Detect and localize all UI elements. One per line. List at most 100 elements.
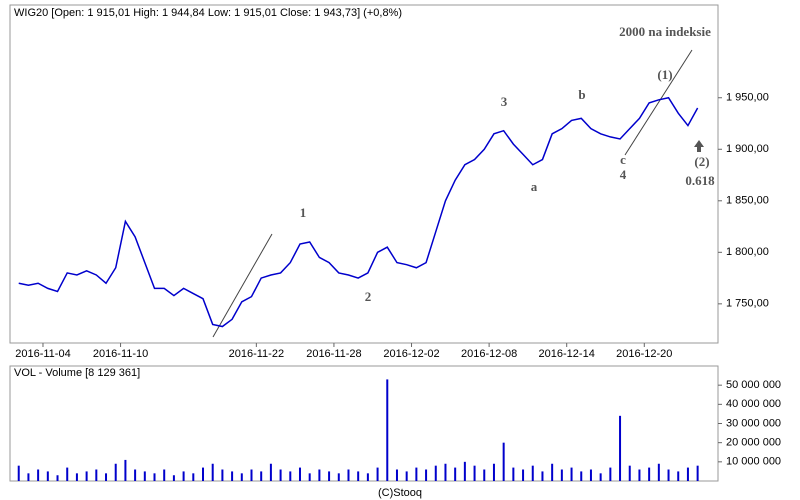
volume-frame [9,365,719,482]
y-tick-label: 50 000 000 [726,379,781,391]
volume-bar [667,469,670,481]
y-tick-label: 30 000 000 [726,417,781,429]
x-tick-label: 2016-12-14 [539,348,595,360]
volume-bar [269,463,272,481]
volume-bar [483,469,486,481]
volume-bar [415,467,418,481]
volume-bar [531,465,534,481]
annotation: 2000 na indeksie [619,24,711,39]
volume-bar [318,469,321,481]
trend-line [212,233,273,338]
annotation: 3 [501,94,508,109]
annotation: a [531,179,538,194]
volume-bar [143,471,146,481]
price-line [18,96,699,328]
y-tick-label: 40 000 000 [726,398,781,410]
volume-bar [444,463,447,481]
x-tick-label: 2016-11-10 [93,348,148,360]
y-tick-label: 1 800,00 [726,246,769,258]
volume-bar [124,459,127,481]
volume-bar [434,465,437,481]
volume-bar [502,442,505,481]
volume-title: VOL - Volume [8 129 361] [14,367,140,379]
volume-bar [163,469,166,481]
volume-bar [347,469,350,481]
volume-bar [75,473,78,481]
volume-bar [240,473,243,481]
volume-bar [648,467,651,481]
volume-bar [105,473,108,481]
volume-bar [85,471,88,481]
volume-bar [17,465,20,481]
volume-bar [27,473,30,481]
volume-bar [638,469,641,481]
volume-bar [473,465,476,481]
volume-bar [541,471,544,481]
volume-bar [231,471,234,481]
volume-bar [492,463,495,481]
volume-bar [657,463,660,481]
y-tick-label: 10 000 000 [726,456,781,468]
annotation: (2) [694,154,709,169]
price-frame [9,4,719,344]
volume-bar [211,463,214,481]
annotation: b [578,87,585,102]
trend-line [624,49,693,156]
x-tick-label: 2016-12-02 [383,348,439,360]
volume-bar [589,469,592,481]
x-tick-label: 2016-11-28 [306,348,361,360]
volume-bar [66,467,69,481]
volume-bar [182,471,185,481]
volume-bar [522,469,525,481]
volume-bar [134,469,137,481]
annotation: 4 [620,167,627,182]
annotation: 2 [365,289,372,304]
volume-bar [357,471,360,481]
volume-bar [56,475,59,481]
volume-bar [405,471,408,481]
y-tick-label: 1 750,00 [726,298,769,310]
volume-bar [395,469,398,481]
volume-bar [221,469,224,481]
volume-bar [454,467,457,481]
volume-bar [599,473,602,481]
volume-bar [202,467,205,481]
volume-bar [298,467,301,481]
volume-bar [37,469,40,481]
annotation: 0.618 [685,173,715,188]
volume-bar [580,471,583,481]
volume-bar [425,469,428,481]
volume-bar [289,471,292,481]
price-title: WIG20 [Open: 1 915,01 High: 1 944,84 Low… [14,7,402,19]
volume-bar [512,467,515,481]
y-tick-label: 20 000 000 [726,437,781,449]
volume-bar [570,467,573,481]
volume-bar [609,467,612,481]
x-tick-label: 2016-11-04 [15,348,70,360]
volume-bar [551,463,554,481]
annotation: 1 [300,205,307,220]
source: (C)Stooq [378,487,422,499]
volume-bar [114,463,117,481]
x-tick-label: 2016-12-08 [461,348,517,360]
volume-bar [619,415,622,481]
volume-bar [696,465,699,481]
x-tick-label: 2016-11-22 [229,348,284,360]
volume-bar [153,473,156,481]
annotation: (1) [657,67,672,82]
volume-bar [337,473,340,481]
volume-bar [308,473,311,481]
volume-bar [677,471,680,481]
x-tick-label: 2016-12-20 [616,348,672,360]
arrow [694,140,704,152]
volume-bar [628,465,631,481]
volume-bar [250,469,253,481]
volume-bar [376,467,379,481]
volume-bar [328,471,331,481]
annotation: c [620,152,626,167]
volume-bar [192,473,195,481]
volume-bar [279,469,282,481]
volume-bar [260,471,263,481]
volume-bar [172,475,175,481]
volume-bar [560,469,563,481]
